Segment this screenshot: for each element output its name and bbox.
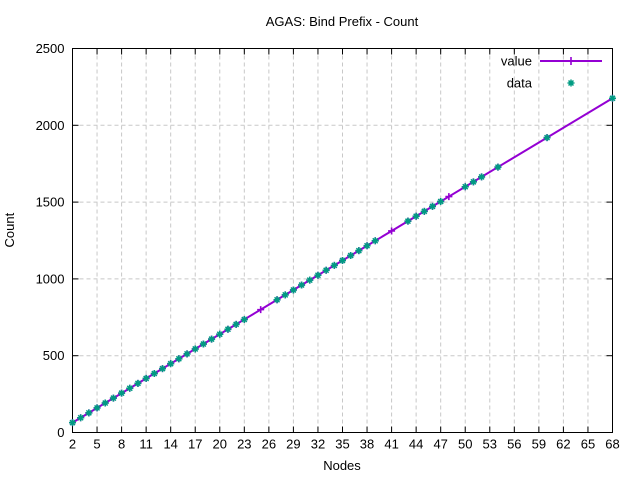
asterisk-marker	[567, 79, 575, 87]
x-tick-label: 20	[213, 437, 227, 452]
x-axis-label: Nodes	[323, 458, 361, 473]
asterisk-marker	[469, 178, 477, 186]
asterisk-marker	[429, 202, 436, 210]
asterisk-marker	[109, 394, 117, 402]
asterisk-marker	[126, 384, 134, 392]
asterisk-marker	[69, 419, 76, 427]
asterisk-marker	[142, 374, 150, 382]
y-tick-label: 2000	[36, 118, 65, 133]
x-tick-label: 59	[532, 437, 546, 452]
asterisk-marker	[339, 256, 346, 264]
asterisk-marker	[159, 365, 166, 373]
asterisk-marker	[118, 389, 126, 397]
asterisk-marker	[298, 281, 306, 289]
x-tick-label: 14	[163, 437, 177, 452]
asterisk-marker	[363, 242, 371, 250]
x-tick-label: 62	[556, 437, 570, 452]
asterisk-marker	[216, 330, 224, 338]
asterisk-marker	[322, 266, 330, 274]
x-tick-label: 2	[69, 437, 76, 452]
asterisk-marker	[224, 325, 232, 333]
asterisk-marker	[306, 276, 314, 284]
asterisk-marker	[347, 252, 355, 260]
x-tick-label: 8	[118, 437, 125, 452]
asterisk-marker	[183, 350, 191, 358]
x-tick-label: 56	[507, 437, 521, 452]
x-tick-label: 44	[409, 437, 423, 452]
asterisk-marker	[355, 247, 363, 255]
x-tick-label: 47	[433, 437, 447, 452]
legend-label-data: data	[507, 76, 533, 91]
y-tick-label: 1500	[36, 195, 65, 210]
x-tick-label: 68	[605, 437, 619, 452]
asterisk-marker	[404, 217, 412, 225]
asterisk-marker	[609, 94, 616, 102]
asterisk-marker	[167, 360, 175, 368]
asterisk-marker	[101, 399, 109, 407]
asterisk-marker	[420, 207, 428, 215]
legend-label-value: value	[501, 54, 532, 69]
y-tick-label: 0	[57, 425, 64, 440]
x-tick-label: 11	[139, 437, 153, 452]
asterisk-marker	[85, 409, 93, 417]
asterisk-marker	[93, 404, 101, 412]
y-tick-label: 2500	[36, 41, 65, 56]
asterisk-marker	[175, 355, 183, 363]
x-tick-label: 53	[483, 437, 497, 452]
asterisk-marker	[281, 291, 289, 299]
x-tick-label: 50	[458, 437, 472, 452]
asterisk-marker	[240, 315, 248, 323]
x-tick-label: 41	[384, 437, 398, 452]
asterisk-marker	[199, 340, 207, 348]
x-tick-label: 17	[188, 437, 202, 452]
asterisk-marker	[289, 286, 297, 294]
asterisk-marker	[232, 320, 240, 328]
x-tick-label: 65	[581, 437, 595, 452]
asterisk-marker	[478, 173, 486, 181]
asterisk-marker	[191, 345, 199, 353]
plus-marker	[445, 193, 453, 201]
asterisk-marker	[412, 212, 420, 220]
asterisk-marker	[208, 335, 216, 343]
asterisk-marker	[150, 370, 158, 378]
asterisk-marker	[543, 134, 551, 142]
x-tick-label: 35	[335, 437, 349, 452]
asterisk-marker	[134, 379, 142, 387]
x-tick-label: 23	[237, 437, 251, 452]
asterisk-marker	[330, 261, 338, 269]
plus-marker	[567, 57, 575, 65]
asterisk-marker	[371, 237, 379, 245]
asterisk-marker	[273, 296, 281, 304]
plus-marker	[257, 306, 265, 314]
asterisk-marker	[314, 271, 322, 279]
chart-title: AGAS: Bind Prefix - Count	[265, 14, 419, 29]
asterisk-marker	[437, 197, 445, 205]
asterisk-marker	[461, 183, 469, 191]
plus-marker	[388, 227, 396, 235]
x-tick-label: 26	[262, 437, 276, 452]
asterisk-marker	[494, 163, 502, 171]
y-tick-label: 500	[43, 348, 65, 363]
asterisk-marker	[77, 414, 85, 422]
x-tick-label: 5	[93, 437, 100, 452]
y-tick-label: 1000	[36, 271, 65, 286]
x-tick-label: 38	[360, 437, 374, 452]
x-tick-label: 29	[286, 437, 300, 452]
y-axis-label: Count	[2, 212, 17, 248]
x-tick-label: 32	[311, 437, 325, 452]
